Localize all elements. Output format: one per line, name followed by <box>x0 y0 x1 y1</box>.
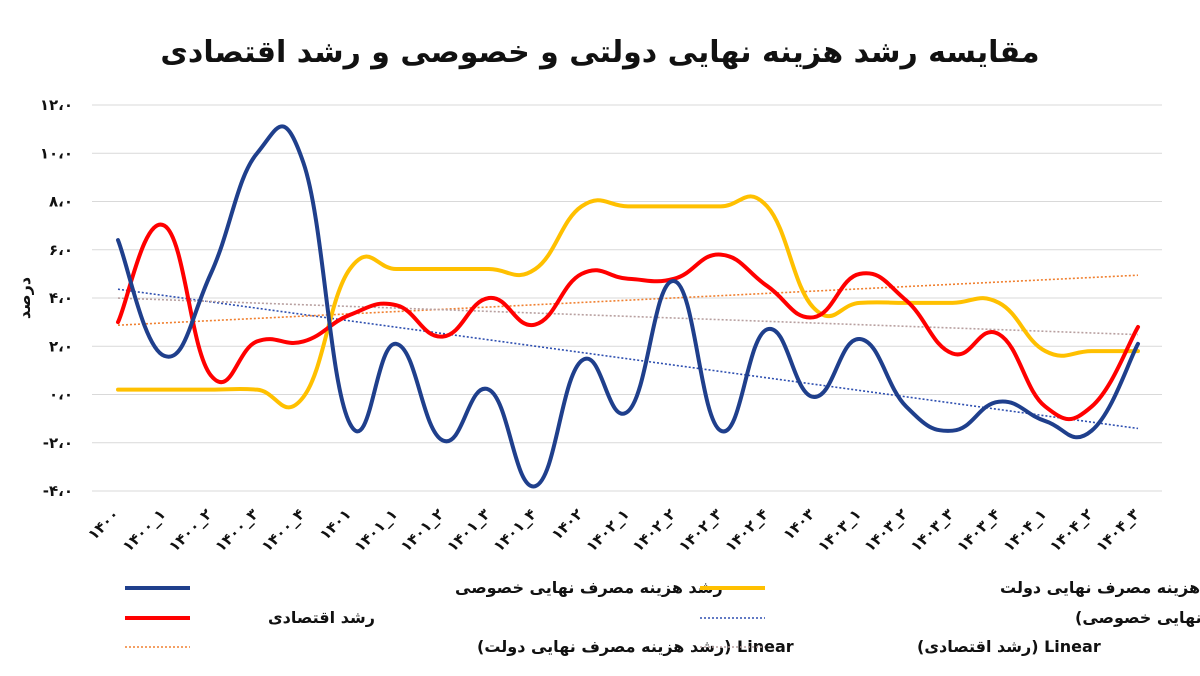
x-tick-label: ۱۴۰۱_۳ <box>443 505 493 555</box>
x-tick-label: ۱۴۰۲_۴ <box>722 505 772 555</box>
x-tick-label: ۱۴۰۰_۴ <box>258 505 308 555</box>
series-line <box>116 194 1140 410</box>
x-tick-label: ۱۴۰۲_۱ <box>582 505 632 555</box>
y-tick-label: ۸،۰ <box>49 193 73 211</box>
x-tick-label: ۱۴۰۰_۳ <box>212 505 262 555</box>
x-tick-label: ۱۴۰۳_۲ <box>861 505 911 555</box>
legend-label: رشد هزینه مصرف نهایی دولت <box>1000 578 1200 597</box>
trendline <box>117 288 1139 430</box>
legend-label: Linear (رشد هزینه مصرف نهایی دولت) <box>477 637 794 656</box>
x-tick-label: ۱۴۰۱_۴ <box>490 505 540 555</box>
y-tick-label: ۶،۰ <box>49 241 73 259</box>
y-tick-label: ۰،۰ <box>49 386 73 404</box>
y-tick-label: ۱۲،۰ <box>40 96 73 114</box>
trendlines <box>117 274 1139 430</box>
series-line <box>116 222 1140 422</box>
series-line <box>116 124 1140 489</box>
x-tick-label: ۱۴۰۴_۲ <box>1046 505 1096 555</box>
legend-label: رشد هزینه مصرف نهایی خصوصی <box>455 578 723 597</box>
x-tick-label: ۱۴۰۲_۲ <box>629 505 679 555</box>
trendline <box>117 297 1139 336</box>
y-axis-ticks: -۴،۰ -۲،۰ ۰،۰ ۲،۰ ۴،۰ ۶،۰ ۸،۰ ۱۰،۰ ۱۲،۰ <box>40 96 73 500</box>
x-tick-label: ۱۴۰۳_۴ <box>953 505 1003 555</box>
x-tick-label: ۱۴۰۳_۳ <box>907 505 957 555</box>
legend-label: Linear (رشد اقتصادی) <box>917 637 1101 656</box>
y-tick-label: -۲،۰ <box>43 434 73 452</box>
legend-label: رشد اقتصادی <box>268 608 375 627</box>
legend-label: Linear (رشد هزینه مصرف نهایی خصوصی) <box>1075 608 1200 627</box>
x-tick-label: ۱۴۰۰ <box>84 505 123 544</box>
y-tick-label: ۱۰،۰ <box>40 144 73 162</box>
y-tick-label: ۴،۰ <box>49 289 73 307</box>
x-tick-label: ۱۴۰۴_۳ <box>1092 505 1142 555</box>
x-tick-label: ۱۴۰۳_۱ <box>814 505 864 555</box>
x-tick-label: ۱۴۰۴_۱ <box>1000 505 1050 555</box>
x-tick-label: ۱۴۰۱ <box>316 505 355 544</box>
chart-title: مقایسه رشد هزینه نهایی دولتی و خصوصی و ر… <box>160 35 1039 70</box>
x-tick-label: ۱۴۰۲_۳ <box>675 505 725 555</box>
y-tick-label: -۴،۰ <box>43 482 73 500</box>
y-axis-label: درصد <box>15 277 34 319</box>
x-tick-label: ۱۴۰۰_۲ <box>165 505 215 555</box>
legend: رشد هزینه مصرف نهایی خصوصی رشد هزینه مصرف… <box>125 578 1200 656</box>
y-tick-label: ۲،۰ <box>49 337 73 355</box>
x-tick-label: ۱۴۰۰_۱ <box>119 505 169 555</box>
series-lines <box>116 124 1140 489</box>
x-tick-label: ۱۴۰۱_۱ <box>351 505 401 555</box>
x-tick-label: ۱۴۰۱_۲ <box>397 505 447 555</box>
x-tick-label: ۱۴۰۳ <box>780 505 819 544</box>
x-tick-label: ۱۴۰۲ <box>548 505 587 544</box>
